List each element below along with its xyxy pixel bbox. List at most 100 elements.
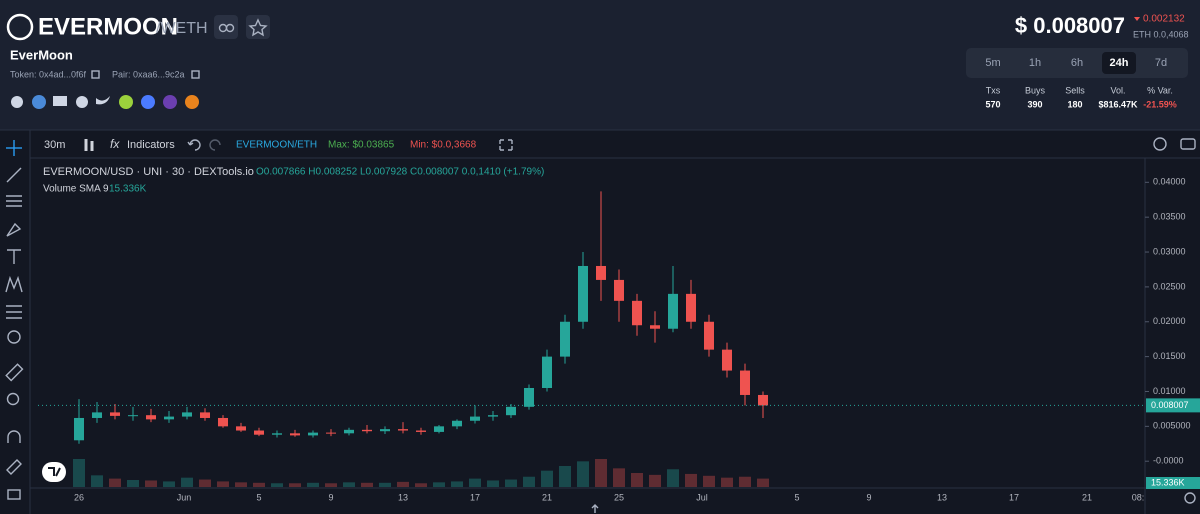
candle-body	[668, 293, 678, 329]
x-tick-label: 17	[1009, 492, 1019, 502]
candle-body	[740, 370, 750, 395]
candle-body	[722, 349, 732, 371]
volume-bar	[415, 483, 427, 487]
stat-value: 390	[1027, 99, 1042, 109]
magnet-tool[interactable]	[7, 430, 21, 443]
volume-bar	[253, 482, 265, 487]
volume-bar	[307, 482, 319, 487]
volume-bar	[289, 483, 301, 487]
copy-icon[interactable]	[191, 70, 200, 79]
y-tick-label: 0.01500	[1153, 351, 1186, 361]
cmc-icon[interactable]	[141, 95, 155, 109]
volume-bar	[757, 478, 769, 487]
volume-bar	[199, 479, 211, 487]
stat-label: Txs	[986, 85, 1001, 95]
token-address[interactable]: Token: 0x4ad...0f6f	[10, 69, 87, 79]
volume-bar	[739, 476, 751, 487]
timeframe-button[interactable]: 1h	[1029, 57, 1041, 69]
cg-icon[interactable]	[119, 95, 133, 109]
line-tool[interactable]	[6, 167, 22, 183]
pair-address[interactable]: Pair: 0xaa6...9c2a	[112, 69, 185, 79]
token-symbol: EVERMOON	[38, 13, 178, 40]
site-icon[interactable]	[32, 95, 46, 109]
indicators-button[interactable]: Indicators	[127, 139, 175, 151]
volume-bar	[487, 480, 499, 487]
stats: Txs 570 Buys 390 Sells 180 Vol. $816.47K % Var. -…	[985, 85, 1176, 109]
pair-switch[interactable]: EVERMOON/ETH	[236, 140, 317, 151]
volume-bar	[541, 470, 553, 487]
chart-title: EVERMOON/USD · UNI · 30 · DEXTools.io	[43, 166, 254, 178]
text-tool[interactable]	[7, 249, 21, 264]
x-tick-label: 21	[1082, 492, 1092, 502]
screenshot-button[interactable]	[1180, 138, 1196, 150]
x-tick-label: 5	[256, 492, 261, 502]
x-tick-label: 26	[74, 492, 84, 502]
fullscreen-button[interactable]	[499, 139, 513, 151]
stat-value: $816.47K	[1098, 99, 1138, 109]
price-change: 0.002132	[1143, 14, 1185, 25]
volume-bar	[217, 481, 229, 487]
candle-body	[632, 300, 642, 326]
volume-sma: 15.336K	[109, 184, 147, 195]
candle-body	[398, 429, 408, 431]
y-tick-label: 0.04000	[1153, 177, 1186, 187]
metamask-icon[interactable]	[185, 95, 199, 109]
timeframe-button[interactable]: 7d	[1155, 57, 1167, 69]
copy-icon[interactable]	[91, 70, 100, 79]
candle-body	[164, 416, 174, 420]
volume-bar	[163, 481, 175, 487]
share-icon[interactable]	[11, 96, 23, 108]
lock-tool[interactable]	[7, 489, 21, 500]
timeframe-button[interactable]: 5m	[985, 57, 1000, 69]
x-tick-label: 13	[398, 492, 408, 502]
x-tick-label: 21	[542, 492, 552, 502]
token-name: EverMoon	[10, 47, 73, 62]
timeframe-button[interactable]: 24h	[1110, 57, 1129, 69]
pattern-tool[interactable]	[5, 275, 23, 293]
zoom-tool[interactable]	[6, 392, 20, 406]
interval-button[interactable]: 30m	[44, 139, 65, 151]
candle-type-icon[interactable]	[84, 139, 94, 151]
y-tick-label: 0.01000	[1153, 386, 1186, 396]
volume-bar	[523, 476, 535, 487]
brush-tool[interactable]	[6, 222, 22, 237]
dapp-icon[interactable]	[163, 95, 177, 109]
lock-drawing-tool[interactable]	[6, 459, 22, 475]
volume-bar	[613, 468, 625, 487]
fib-tool[interactable]	[6, 195, 22, 207]
redo-button[interactable]	[209, 139, 221, 151]
stat-label: Sells	[1065, 85, 1085, 95]
x-tick-label: Jul	[696, 492, 708, 502]
axis-settings[interactable]	[1184, 492, 1196, 504]
settings-button[interactable]	[1153, 137, 1167, 151]
tv-logo	[42, 462, 66, 482]
forecast-tool[interactable]	[6, 305, 22, 319]
resize-handle[interactable]	[591, 504, 599, 513]
stat-value: -21.59%	[1143, 99, 1177, 109]
volume-bar	[181, 477, 193, 487]
volume-bar	[379, 482, 391, 487]
candle-body	[344, 429, 354, 434]
ruler-tool[interactable]	[5, 363, 24, 382]
candle-body	[182, 412, 192, 417]
stat-label: Buys	[1025, 85, 1046, 95]
volume-bar	[361, 482, 373, 487]
volume-bar	[631, 473, 643, 487]
volume-bar	[703, 475, 715, 487]
timeframes: 5m 1h 6h 24h 7d	[985, 52, 1167, 74]
volume-bar	[271, 483, 283, 487]
emoji-tool[interactable]	[7, 330, 21, 344]
telegram-icon[interactable]	[76, 96, 88, 108]
last-price-label: 0.008007	[1151, 400, 1189, 410]
timeframe-button[interactable]: 6h	[1071, 57, 1083, 69]
candle-body	[650, 325, 660, 329]
undo-button[interactable]	[187, 139, 201, 151]
y-tick-label: 0.03000	[1153, 246, 1186, 256]
volume-bar	[469, 478, 481, 487]
favorite-button[interactable]	[246, 15, 270, 39]
twitter-icon[interactable]	[96, 96, 110, 105]
y-tick-label: 0.02500	[1153, 281, 1186, 291]
web-icon[interactable]	[53, 96, 67, 106]
volume-bar	[325, 483, 337, 487]
volume-bar	[343, 482, 355, 487]
